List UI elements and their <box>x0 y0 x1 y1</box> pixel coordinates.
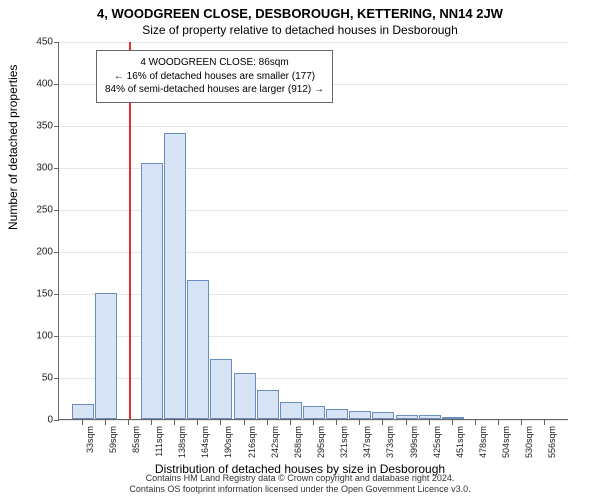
xtick-label: 347sqm <box>362 426 372 458</box>
y-axis-label: Number of detached properties <box>6 65 20 230</box>
xtick-mark <box>267 420 268 425</box>
xtick-mark <box>498 420 499 425</box>
xtick-label: 268sqm <box>293 426 303 458</box>
chart-subtitle: Size of property relative to detached ho… <box>0 21 600 37</box>
xtick-label: 556sqm <box>547 426 557 458</box>
annotation-line3: 84% of semi-detached houses are larger (… <box>105 83 324 97</box>
ytick-label: 100 <box>23 331 53 342</box>
ytick-label: 0 <box>23 415 53 426</box>
xtick-mark <box>336 420 337 425</box>
gridline <box>59 168 569 169</box>
chart-title: 4, WOODGREEN CLOSE, DESBOROUGH, KETTERIN… <box>0 0 600 21</box>
histogram-bar <box>280 402 302 419</box>
xtick-mark <box>151 420 152 425</box>
xtick-label: 399sqm <box>409 426 419 458</box>
histogram-bar <box>326 409 348 419</box>
xtick-mark <box>382 420 383 425</box>
xtick-mark <box>475 420 476 425</box>
ytick-label: 350 <box>23 121 53 132</box>
xtick-mark <box>429 420 430 425</box>
gridline <box>59 252 569 253</box>
xtick-label: 59sqm <box>108 426 118 453</box>
xtick-mark <box>544 420 545 425</box>
xtick-mark <box>82 420 83 425</box>
xtick-label: 530sqm <box>524 426 534 458</box>
histogram-bar <box>419 415 441 419</box>
xtick-label: 242sqm <box>270 426 280 458</box>
xtick-mark <box>105 420 106 425</box>
xtick-label: 478sqm <box>478 426 488 458</box>
ytick-mark <box>54 210 59 211</box>
histogram-bar <box>303 406 325 419</box>
ytick-mark <box>54 378 59 379</box>
xtick-mark <box>244 420 245 425</box>
xtick-mark <box>521 420 522 425</box>
histogram-bar <box>442 417 464 419</box>
xtick-label: 138sqm <box>177 426 187 458</box>
histogram-bar <box>187 280 209 419</box>
histogram-bar <box>372 412 394 419</box>
ytick-mark <box>54 420 59 421</box>
xtick-mark <box>290 420 291 425</box>
annotation-box: 4 WOODGREEN CLOSE: 86sqm ← 16% of detach… <box>96 50 333 103</box>
xtick-label: 373sqm <box>385 426 395 458</box>
xtick-label: 111sqm <box>154 426 164 457</box>
xtick-label: 85sqm <box>131 426 141 453</box>
histogram-bar <box>234 373 256 419</box>
gridline <box>59 378 569 379</box>
histogram-bar <box>72 404 94 419</box>
footer-line2: Contains OS footprint information licens… <box>0 484 600 496</box>
histogram-bar <box>396 415 418 419</box>
ytick-mark <box>54 42 59 43</box>
ytick-mark <box>54 168 59 169</box>
ytick-mark <box>54 252 59 253</box>
ytick-label: 50 <box>23 373 53 384</box>
ytick-mark <box>54 84 59 85</box>
xtick-label: 164sqm <box>200 426 210 458</box>
ytick-label: 150 <box>23 289 53 300</box>
gridline <box>59 126 569 127</box>
annotation-line1: 4 WOODGREEN CLOSE: 86sqm <box>105 56 324 70</box>
xtick-mark <box>128 420 129 425</box>
histogram-bar <box>141 163 163 419</box>
xtick-label: 425sqm <box>432 426 442 458</box>
ytick-label: 250 <box>23 205 53 216</box>
histogram-bar <box>164 133 186 419</box>
xtick-label: 295sqm <box>316 426 326 458</box>
gridline <box>59 42 569 43</box>
ytick-label: 300 <box>23 163 53 174</box>
xtick-mark <box>197 420 198 425</box>
gridline <box>59 420 569 421</box>
xtick-mark <box>359 420 360 425</box>
xtick-mark <box>313 420 314 425</box>
xtick-label: 33sqm <box>85 426 95 453</box>
gridline <box>59 294 569 295</box>
ytick-label: 200 <box>23 247 53 258</box>
ytick-mark <box>54 126 59 127</box>
xtick-mark <box>174 420 175 425</box>
xtick-mark <box>220 420 221 425</box>
xtick-label: 216sqm <box>247 426 257 458</box>
ytick-mark <box>54 336 59 337</box>
ytick-mark <box>54 294 59 295</box>
histogram-bar <box>210 359 232 419</box>
footer-line1: Contains HM Land Registry data © Crown c… <box>0 473 600 485</box>
histogram-bar <box>95 293 117 419</box>
xtick-mark <box>452 420 453 425</box>
xtick-label: 190sqm <box>223 426 233 458</box>
annotation-line2: ← 16% of detached houses are smaller (17… <box>105 70 324 84</box>
ytick-label: 400 <box>23 79 53 90</box>
histogram-bar <box>257 390 279 419</box>
histogram-bar <box>349 411 371 419</box>
ytick-label: 450 <box>23 37 53 48</box>
xtick-mark <box>406 420 407 425</box>
xtick-label: 451sqm <box>455 426 465 458</box>
footer: Contains HM Land Registry data © Crown c… <box>0 473 600 496</box>
xtick-label: 504sqm <box>501 426 511 458</box>
gridline <box>59 210 569 211</box>
gridline <box>59 336 569 337</box>
xtick-label: 321sqm <box>339 426 349 458</box>
plot-area: 4 WOODGREEN CLOSE: 86sqm ← 16% of detach… <box>58 42 568 420</box>
chart-container: 4, WOODGREEN CLOSE, DESBOROUGH, KETTERIN… <box>0 0 600 500</box>
